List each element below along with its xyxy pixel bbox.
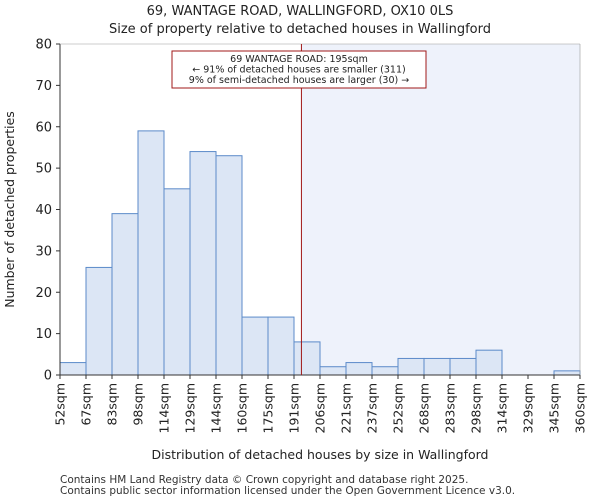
bar [267, 316, 295, 376]
x-tick-label: 144sqm [209, 383, 224, 433]
footer-line-1: Contains HM Land Registry data © Crown c… [60, 474, 469, 486]
bar [137, 130, 165, 376]
y-tick-label: 30 [35, 244, 52, 259]
y-tick-label: 70 [35, 79, 52, 94]
x-tick-label: 237sqm [365, 383, 380, 433]
bar [553, 370, 581, 376]
x-tick-label: 206sqm [313, 383, 328, 433]
bar [85, 266, 113, 376]
annotation-line-2: ← 91% of detached houses are smaller (31… [192, 65, 405, 76]
y-tick-label: 60 [35, 120, 52, 135]
bar [345, 362, 373, 376]
x-tick-label: 67sqm [79, 383, 94, 426]
x-tick-label: 345sqm [547, 383, 562, 433]
x-tick-label: 114sqm [157, 383, 172, 433]
bar [215, 155, 243, 376]
annotation-line-3: 9% of semi-detached houses are larger (3… [189, 75, 409, 86]
bar [371, 366, 399, 376]
y-tick-label: 40 [35, 203, 52, 218]
footer-line-2: Contains public sector information licen… [60, 485, 516, 497]
bar [449, 357, 477, 376]
x-axis-label: Distribution of detached houses by size … [152, 447, 489, 462]
bar [163, 188, 191, 376]
x-tick-label: 221sqm [339, 383, 354, 433]
y-tick-label: 0 [44, 369, 52, 384]
bar [241, 316, 269, 376]
y-tick-label: 50 [35, 162, 52, 177]
y-tick-label: 10 [35, 327, 52, 342]
chart-title: 69, WANTAGE ROAD, WALLINGFORD, OX10 0LS [146, 4, 454, 19]
x-tick-label: 252sqm [391, 383, 406, 433]
y-tick-label: 80 [35, 38, 52, 53]
bar [293, 341, 321, 376]
x-tick-label: 298sqm [469, 383, 484, 433]
highlight-region [301, 44, 580, 375]
bar [189, 151, 217, 376]
x-tick-label: 83sqm [105, 383, 120, 426]
x-tick-label: 98sqm [131, 383, 146, 426]
x-tick-label: 191sqm [287, 383, 302, 433]
x-tick-label: 52sqm [53, 383, 68, 426]
bar [475, 349, 503, 376]
x-tick-label: 360sqm [573, 383, 588, 433]
x-tick-label: 129sqm [183, 383, 198, 433]
y-tick-label: 20 [35, 286, 52, 301]
x-tick-label: 329sqm [521, 383, 536, 433]
chart-subtitle: Size of property relative to detached ho… [108, 22, 491, 37]
x-tick-label: 268sqm [417, 383, 432, 433]
y-axis-label: Number of detached properties [2, 111, 17, 308]
x-tick-label: 160sqm [235, 383, 250, 433]
x-tick-label: 283sqm [443, 383, 458, 433]
annotation-line-1: 69 WANTAGE ROAD: 195sqm [230, 54, 368, 65]
bar [397, 357, 425, 376]
annotation-box [171, 50, 427, 89]
bar [423, 357, 451, 376]
bar [319, 366, 347, 376]
x-tick-label: 175sqm [261, 383, 276, 433]
bar [111, 213, 139, 376]
x-tick-label: 314sqm [495, 383, 510, 433]
bar [59, 362, 87, 376]
